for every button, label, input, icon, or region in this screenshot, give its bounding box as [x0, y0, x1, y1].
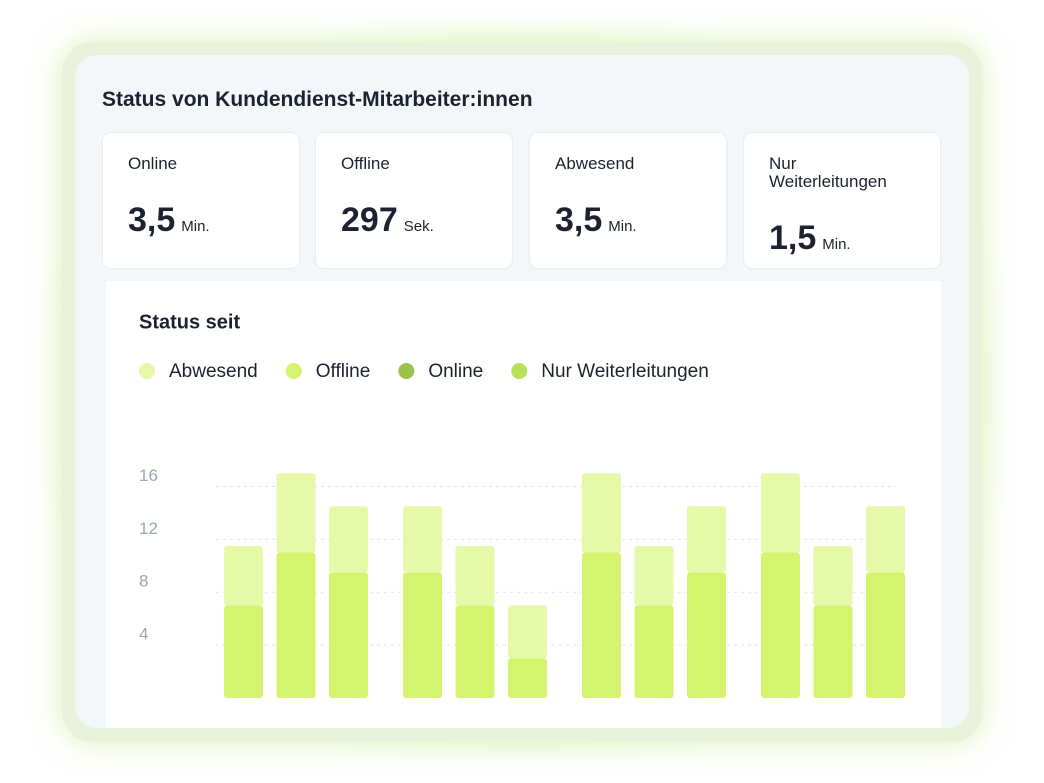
stat-card: Abwesend 3,5 Min. [530, 133, 726, 268]
legend-swatch [511, 363, 528, 379]
stat-unit: Min. [608, 218, 637, 235]
x-tick-label: W 32 [276, 727, 316, 728]
y-tick-label: 12 [139, 519, 158, 538]
bar-segment [582, 552, 621, 698]
chart-title: Status seit [139, 311, 240, 333]
bar-segment [508, 605, 547, 659]
y-tick-label: 4 [139, 625, 148, 644]
stat-card: Online 3,5 Min. [103, 133, 299, 268]
stat-label: Online [128, 154, 178, 173]
x-tick-label: W 33 [455, 727, 495, 728]
panel: Status von Kundendienst-Mitarbeiter:inne… [75, 55, 969, 728]
stat-unit: Min. [822, 236, 851, 253]
bar-segment [761, 473, 800, 553]
bar-segment [403, 506, 442, 573]
bar-segment [813, 605, 853, 698]
stat-number: 297 [341, 201, 398, 239]
bar-segment [276, 552, 316, 698]
legend-swatch [285, 363, 302, 379]
stat-number: 3,5 [128, 201, 176, 239]
bar-segment [634, 605, 674, 698]
bar-segment [634, 545, 674, 606]
stat-label: Nur Weiterleitungen [769, 154, 887, 191]
legend-label: Offline [316, 361, 371, 382]
stat-label: Abwesend [555, 154, 635, 173]
stat-unit: Min. [181, 218, 210, 235]
bar-segment [455, 605, 495, 698]
stat-number: 1,5 [769, 219, 817, 257]
legend-label: Nur Weiterleitungen [541, 361, 709, 382]
bar-segment [761, 552, 800, 698]
legend-swatch [398, 363, 415, 379]
chart: Status seit Abwesend Offline Online Nur Wei… [106, 281, 941, 728]
stat-card: Offline 297 Sek. [316, 133, 512, 268]
bar-segment [687, 572, 726, 698]
x-tick-label: W 35 [813, 727, 853, 728]
legend-label: Abwesend [169, 361, 258, 382]
bar-segment [687, 506, 726, 573]
y-tick-label: 16 [139, 466, 158, 485]
bar-segment [224, 545, 263, 606]
bar-segment [403, 572, 442, 698]
x-tick-label: W 34 [634, 727, 674, 728]
bar-segment [866, 506, 905, 573]
stat-value: 3,5 Min. [555, 201, 726, 240]
stat-value: 297 Sek. [341, 201, 512, 240]
stat-value: 3,5 Min. [128, 201, 299, 240]
bar-segment [224, 605, 263, 698]
stat-label: Offline [341, 154, 390, 173]
bar-segment [508, 658, 547, 698]
stat-number: 3,5 [555, 201, 603, 239]
y-tick-label: 8 [139, 572, 148, 591]
bar-segment [276, 473, 316, 553]
stat-card: Nur Weiterleitungen 1,5 Min. [744, 133, 940, 268]
bar-segment [455, 545, 495, 606]
bar-segment [866, 572, 905, 698]
bar-segment [329, 506, 368, 573]
title: Status von Kundendienst-Mitarbeiter:inne… [102, 88, 533, 111]
legend-label: Online [428, 361, 483, 382]
bar-segment [582, 473, 621, 553]
bar-segment [813, 545, 853, 606]
stat-unit: Sek. [403, 218, 434, 235]
stat-value: 1,5 Min. [769, 219, 940, 258]
legend-swatch [139, 363, 155, 379]
bar-segment [329, 572, 368, 698]
